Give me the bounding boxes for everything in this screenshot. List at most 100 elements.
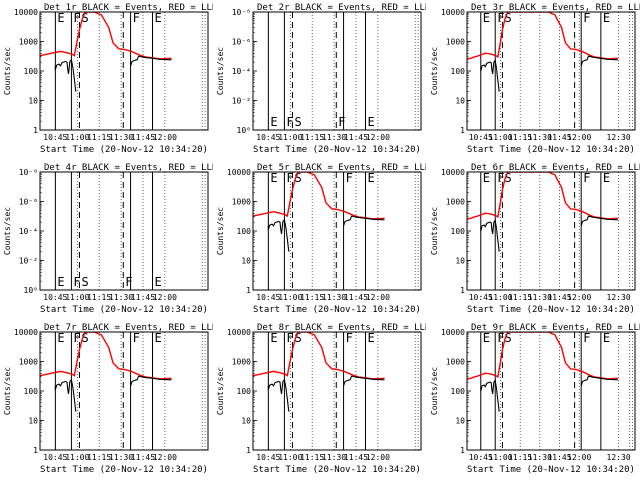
y-axis-label: Counts/sec bbox=[3, 207, 12, 255]
interval-marker-label: S bbox=[504, 171, 511, 185]
y-tick-label: 1 bbox=[460, 446, 465, 455]
series-line-events bbox=[580, 375, 618, 386]
y-tick-label: 1000 bbox=[232, 198, 251, 207]
x-tick-label: 11:30 bbox=[322, 453, 346, 462]
interval-marker-label: E bbox=[57, 11, 64, 25]
y-tick-label: 1 bbox=[246, 286, 251, 295]
x-tick-label: 10:45 bbox=[256, 293, 280, 302]
x-tick-label: 10:45 bbox=[256, 133, 280, 142]
series-line-lld bbox=[253, 332, 385, 380]
detector-panel-3: Det 3r BLACK = Events, RED = LLD10:4511:… bbox=[430, 3, 640, 155]
y-tick-label: 10 bbox=[455, 97, 465, 106]
series-line-events bbox=[480, 58, 500, 92]
y-tick-label: 10 bbox=[455, 257, 465, 266]
y-axis-label: Counts/sec bbox=[216, 47, 225, 95]
x-tick-label: 11:45 bbox=[344, 453, 368, 462]
plot-frame bbox=[252, 331, 422, 451]
plot-frame bbox=[252, 11, 422, 131]
y-tick-label: 10000 bbox=[227, 168, 251, 177]
y-axis-label: Counts/sec bbox=[430, 367, 439, 415]
x-tick-label: 11:30 bbox=[528, 453, 552, 462]
series-line-events bbox=[54, 58, 77, 92]
x-tick-label: 11:45 bbox=[131, 133, 155, 142]
series-line-events bbox=[130, 375, 172, 386]
x-tick-label: 12:00 bbox=[567, 453, 591, 462]
y-tick-label: 1000 bbox=[19, 358, 38, 367]
x-tick-label: 12:00 bbox=[153, 293, 177, 302]
y-tick-label: 100 bbox=[451, 227, 466, 236]
x-tick-label: 11:45 bbox=[547, 133, 571, 142]
interval-marker-label: S bbox=[504, 331, 511, 345]
plot-frame bbox=[39, 11, 209, 131]
y-axis-label: Counts/sec bbox=[216, 207, 225, 255]
panel-title: Det 3r BLACK = Events, RED = LLD bbox=[471, 3, 640, 13]
y-tick-label: 10 bbox=[241, 417, 251, 426]
y-tick-label: 10⁻⁴ bbox=[232, 67, 251, 76]
panel-title: Det 7r BLACK = Events, RED = LLD bbox=[44, 323, 213, 333]
x-tick-label: 10:45 bbox=[43, 133, 67, 142]
panel-title: Det 4r BLACK = Events, RED = LLD bbox=[44, 163, 213, 173]
x-tick-label: 11:45 bbox=[547, 293, 571, 302]
x-tick-label: 11:45 bbox=[131, 293, 155, 302]
series-line-events bbox=[267, 378, 290, 412]
interval-marker-label: F bbox=[346, 171, 353, 185]
interval-marker-label: F bbox=[286, 171, 293, 185]
y-tick-label: 10000 bbox=[441, 8, 465, 17]
x-tick-label: 12:30 bbox=[607, 133, 631, 142]
interval-marker-label: F bbox=[286, 331, 293, 345]
interval-marker-label: F bbox=[583, 11, 590, 25]
plot-frame bbox=[252, 171, 422, 291]
series-line-events bbox=[343, 375, 385, 386]
x-tick-label: 11:30 bbox=[109, 453, 133, 462]
interval-marker-label: F bbox=[73, 11, 80, 25]
x-tick-label: 11:30 bbox=[322, 133, 346, 142]
interval-marker-label: E bbox=[603, 11, 610, 25]
x-tick-label: 11:30 bbox=[109, 293, 133, 302]
interval-marker-label: F bbox=[73, 275, 80, 289]
x-tick-label: 12:00 bbox=[366, 133, 390, 142]
x-tick-label: 12:00 bbox=[567, 293, 591, 302]
y-tick-label: 10 bbox=[28, 417, 38, 426]
interval-marker-label: S bbox=[294, 115, 301, 129]
interval-marker-label: E bbox=[483, 331, 490, 345]
x-tick-label: 12:00 bbox=[567, 133, 591, 142]
panel-title: Det 1r BLACK = Events, RED = LLD bbox=[44, 3, 213, 13]
series-line-events bbox=[267, 218, 290, 252]
plot-frame bbox=[466, 331, 636, 451]
x-tick-label: 11:45 bbox=[344, 133, 368, 142]
interval-marker-label: E bbox=[603, 331, 610, 345]
y-tick-label: 1 bbox=[460, 286, 465, 295]
x-tick-label: 10:45 bbox=[469, 453, 493, 462]
y-tick-label: 10⁻² bbox=[232, 97, 251, 106]
x-tick-label: 10:45 bbox=[43, 293, 67, 302]
interval-marker-label: E bbox=[270, 115, 277, 129]
y-tick-label: 1 bbox=[33, 446, 38, 455]
interval-marker-label: S bbox=[81, 331, 88, 345]
interval-marker-label: S bbox=[294, 331, 301, 345]
panel-title: Det 2r BLACK = Events, RED = LLD bbox=[257, 3, 426, 13]
interval-marker-label: E bbox=[270, 171, 277, 185]
y-tick-label: 10⁰ bbox=[237, 126, 251, 135]
y-tick-label: 1000 bbox=[446, 38, 465, 47]
y-tick-label: 10⁻⁸ bbox=[232, 8, 251, 17]
series-line-lld bbox=[253, 172, 385, 220]
y-tick-label: 10⁻⁶ bbox=[19, 198, 38, 207]
interval-marker-label: F bbox=[73, 331, 80, 345]
y-tick-label: 100 bbox=[24, 67, 39, 76]
y-axis-label: Counts/sec bbox=[430, 47, 439, 95]
y-tick-label: 10 bbox=[241, 257, 251, 266]
interval-marker-label: E bbox=[603, 171, 610, 185]
interval-marker-label: F bbox=[286, 115, 293, 129]
y-tick-label: 100 bbox=[237, 387, 252, 396]
panel-title: Det 9r BLACK = Events, RED = LLD bbox=[471, 323, 640, 333]
panel-title: Det 8r BLACK = Events, RED = LLD bbox=[257, 323, 426, 333]
series-line-events bbox=[580, 215, 618, 226]
x-tick-label: 11:00 bbox=[65, 133, 89, 142]
interval-marker-label: F bbox=[133, 11, 140, 25]
interval-marker-label: F bbox=[497, 11, 504, 25]
y-tick-label: 1 bbox=[460, 126, 465, 135]
interval-marker-label: F bbox=[346, 331, 353, 345]
x-tick-label: 12:00 bbox=[366, 453, 390, 462]
interval-marker-label: E bbox=[483, 11, 490, 25]
